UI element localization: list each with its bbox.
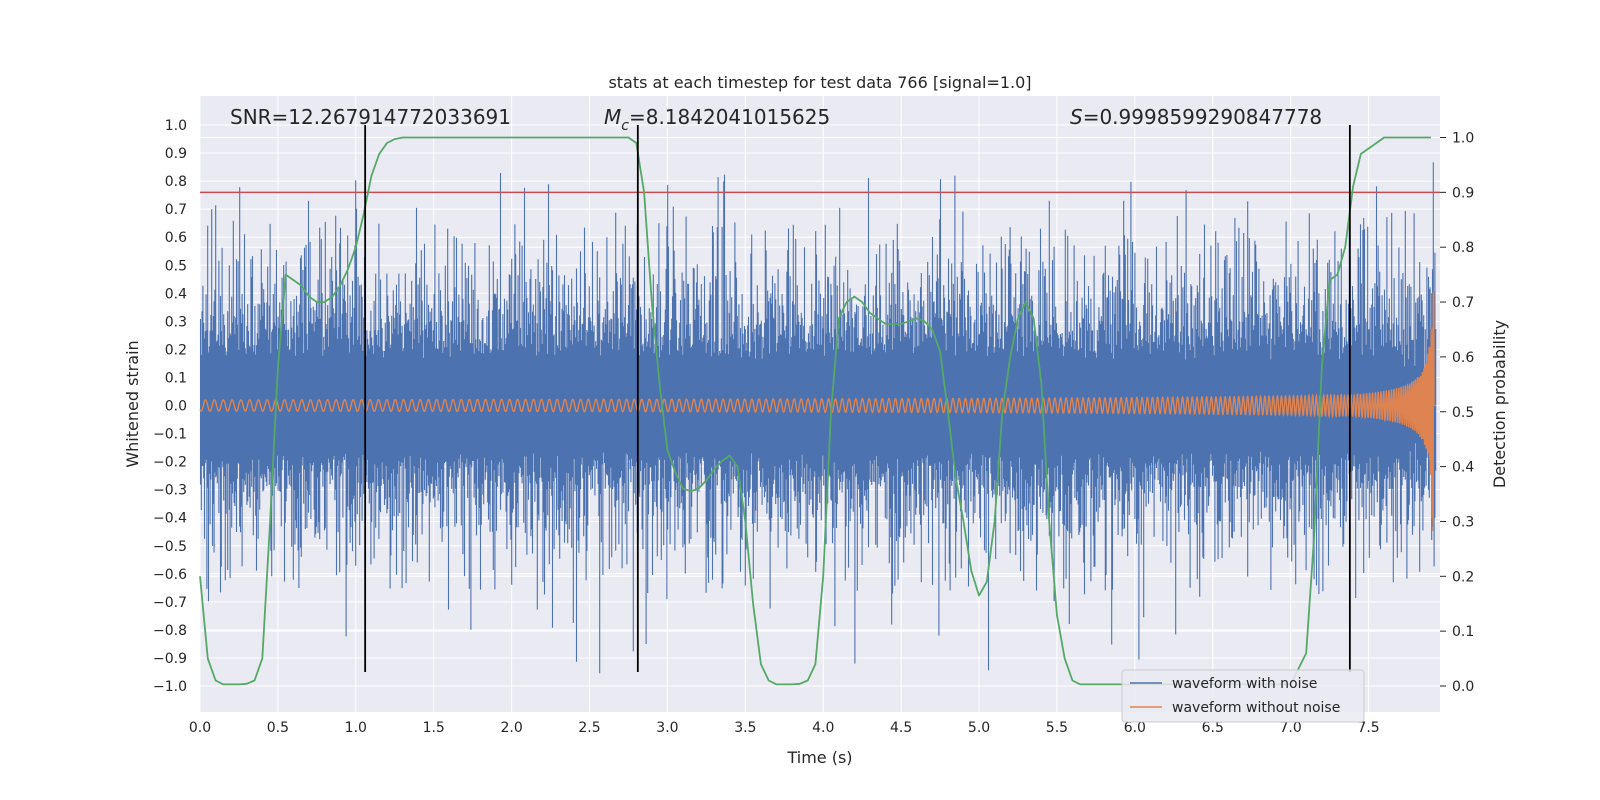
waveform-without-noise-series bbox=[199, 291, 1437, 532]
legend-label-noise: waveform with noise bbox=[1172, 676, 1317, 692]
clean-waveform-line bbox=[199, 291, 1437, 532]
y2-tick-label: 0.3 bbox=[1452, 514, 1474, 530]
score-value: =0.9998599290847778 bbox=[1083, 105, 1322, 129]
y-tick-label: −0.8 bbox=[153, 623, 187, 639]
detection-probability-series bbox=[199, 136, 1431, 686]
y2-axis-label: Detection probability bbox=[1490, 320, 1509, 488]
x-tick-label: 1.5 bbox=[423, 720, 445, 736]
chart-title: stats at each timestep for test data 766… bbox=[608, 73, 1031, 92]
x-tick-label: 5.5 bbox=[1046, 720, 1068, 736]
detection-probability-line bbox=[199, 136, 1431, 686]
chirp-mass-value: =8.1842041015625 bbox=[629, 105, 830, 129]
y-tick-label: −0.5 bbox=[153, 539, 187, 555]
y2-tick-label: 0.1 bbox=[1452, 624, 1474, 640]
y-tick-label: −0.4 bbox=[153, 511, 187, 527]
x-tick-label: 5.0 bbox=[968, 720, 990, 736]
x-axis-label: Time (s) bbox=[786, 748, 852, 767]
y-tick-label: 0.4 bbox=[165, 286, 187, 302]
legend-box bbox=[1121, 669, 1365, 723]
y-tick-label: −0.3 bbox=[153, 483, 187, 499]
x-tick-label: 0.5 bbox=[267, 720, 289, 736]
y2-tick-label: 0.9 bbox=[1452, 185, 1474, 201]
y2-tick-label: 0.0 bbox=[1452, 679, 1474, 695]
y2-tick-label: 0.8 bbox=[1452, 240, 1474, 256]
y-tick-label: −0.7 bbox=[153, 595, 187, 611]
snr-annotation: SNR=12.267914772033691 bbox=[230, 105, 511, 129]
x-tick-label: 1.0 bbox=[345, 720, 367, 736]
x-tick-label: 0.0 bbox=[189, 720, 211, 736]
y-tick-label: 0.3 bbox=[165, 314, 187, 330]
legend-label-clean: waveform without noise bbox=[1172, 700, 1340, 716]
y-tick-label: 1.0 bbox=[165, 118, 187, 134]
y-tick-label: 0.1 bbox=[165, 370, 187, 386]
y-tick-label: −0.2 bbox=[153, 455, 187, 471]
y-tick-label: 0.2 bbox=[165, 342, 187, 358]
x-tick-label: 6.0 bbox=[1124, 720, 1146, 736]
y2-tick-label: 0.2 bbox=[1452, 569, 1474, 585]
y2-tick-label: 0.4 bbox=[1452, 460, 1474, 476]
x-tick-label: 2.0 bbox=[500, 720, 522, 736]
axis-ticks: 0.0 0.5 1.0 1.5 2.0 2.5 3.0 3.5 4.0 4.5 5.0 5.5 6.0 6… bbox=[153, 118, 1474, 736]
y2-tick-label: 1.0 bbox=[1452, 131, 1474, 147]
y-tick-label: −0.6 bbox=[153, 567, 187, 583]
y-tick-label: 0.8 bbox=[165, 174, 187, 190]
x-tick-label: 6.5 bbox=[1202, 720, 1224, 736]
y-tick-label: −0.1 bbox=[153, 427, 187, 443]
x-tick-label: 7.0 bbox=[1280, 720, 1302, 736]
x-tick-label: 2.5 bbox=[578, 720, 600, 736]
x-tick-label: 4.0 bbox=[812, 720, 834, 736]
chirp-mass-annotation: Mc=8.1842041015625 bbox=[604, 105, 830, 134]
y-tick-label: 0.5 bbox=[165, 258, 187, 274]
y-axis-label: Whitened strain bbox=[123, 340, 142, 467]
x-tick-label: 7.5 bbox=[1357, 720, 1379, 736]
x-tick-label: 4.5 bbox=[890, 720, 912, 736]
y2-tick-label: 0.5 bbox=[1452, 405, 1474, 421]
score-symbol: S bbox=[1070, 105, 1083, 129]
chirp-mass-symbol: M bbox=[604, 105, 621, 129]
score-annotation: S=0.9998599290847778 bbox=[1070, 105, 1322, 129]
y-tick-label: 0.7 bbox=[165, 202, 187, 218]
chirp-mass-subscript: c bbox=[621, 118, 629, 134]
y2-tick-label: 0.7 bbox=[1452, 295, 1474, 311]
y-tick-label: −1.0 bbox=[153, 679, 187, 695]
marker-lines bbox=[364, 125, 1351, 672]
y-tick-label: −0.9 bbox=[153, 651, 187, 667]
x-tick-label: 3.5 bbox=[734, 720, 756, 736]
legend: waveform with noise waveform without noi… bbox=[1121, 669, 1365, 723]
y-tick-label: 0.6 bbox=[165, 230, 187, 246]
y-tick-label: 0.0 bbox=[165, 399, 187, 415]
x-tick-label: 3.0 bbox=[656, 720, 678, 736]
y2-tick-label: 0.6 bbox=[1452, 350, 1474, 366]
y-tick-label: 0.9 bbox=[165, 146, 187, 162]
